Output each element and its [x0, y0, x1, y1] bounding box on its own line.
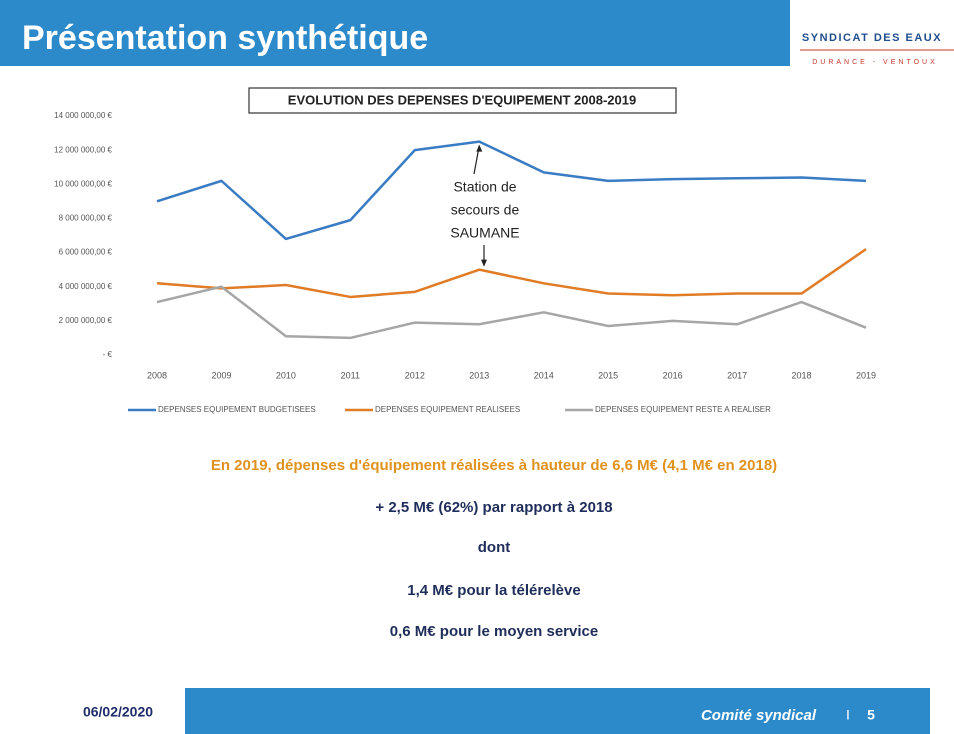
- x-tick-label: 2017: [727, 370, 747, 380]
- x-tick-label: 2008: [147, 370, 167, 380]
- x-tick-label: 2012: [405, 370, 425, 380]
- y-tick-label: - €: [103, 350, 113, 359]
- x-tick-label: 2010: [276, 370, 296, 380]
- footer-separator: I: [846, 707, 850, 723]
- legend-label: DEPENSES EQUIPEMENT REALISEES: [375, 405, 520, 414]
- summary-line: 1,4 M€ pour la télérelève: [407, 582, 580, 599]
- y-tick-label: 8 000 000,00 €: [59, 214, 113, 223]
- series-line: [156, 140, 867, 241]
- legend-label: DEPENSES EQUIPEMENT RESTE A REALISER: [595, 405, 771, 414]
- summary-line: + 2,5 M€ (62%) par rapport à 2018: [375, 499, 612, 516]
- slide-title: Présentation synthétique: [22, 19, 428, 57]
- x-tick-label: 2013: [469, 370, 489, 380]
- arrow-head: [476, 144, 483, 152]
- footer-bar: [185, 688, 930, 734]
- y-tick-label: 4 000 000,00 €: [59, 282, 113, 291]
- x-tick-label: 2011: [341, 370, 360, 380]
- header-bar: [0, 0, 790, 66]
- summary-line: En 2019, dépenses d'équipement réalisées…: [211, 457, 777, 474]
- chart-title-box: [248, 87, 677, 114]
- y-tick-label: 14 000 000,00 €: [54, 111, 112, 120]
- series-line: [156, 285, 867, 340]
- logo-bottom: DURANCE - VENTOUX: [812, 59, 938, 66]
- y-tick-label: 2 000 000,00 €: [59, 316, 113, 325]
- y-tick-label: 10 000 000,00 €: [54, 179, 112, 188]
- x-tick-label: 2016: [663, 370, 683, 380]
- chart-title: EVOLUTION DES DEPENSES D'EQUIPEMENT 2008…: [288, 92, 636, 107]
- footer-date: 06/02/2020: [83, 704, 153, 720]
- legend-label: DEPENSES EQUIPEMENT BUDGETISEES: [158, 405, 316, 414]
- annotation: Station de: [453, 179, 516, 195]
- arrow-head: [481, 259, 487, 267]
- x-tick-label: 2015: [598, 370, 618, 380]
- x-tick-label: 2009: [211, 370, 231, 380]
- series-line: [156, 248, 867, 299]
- x-tick-label: 2014: [534, 370, 554, 380]
- footer-label: Comité syndical: [701, 707, 817, 724]
- page-number: 5: [867, 707, 875, 723]
- annotation: secours de: [451, 202, 520, 218]
- x-tick-label: 2018: [792, 370, 812, 380]
- summary-line: 0,6 M€ pour le moyen service: [390, 623, 598, 640]
- logo-top: SYNDICAT DES EAUX: [802, 32, 942, 44]
- y-tick-label: 6 000 000,00 €: [59, 248, 113, 257]
- annotation: SAUMANE: [450, 225, 519, 241]
- summary-line: dont: [478, 539, 510, 556]
- y-tick-label: 12 000 000,00 €: [54, 145, 112, 154]
- x-tick-label: 2019: [856, 370, 876, 380]
